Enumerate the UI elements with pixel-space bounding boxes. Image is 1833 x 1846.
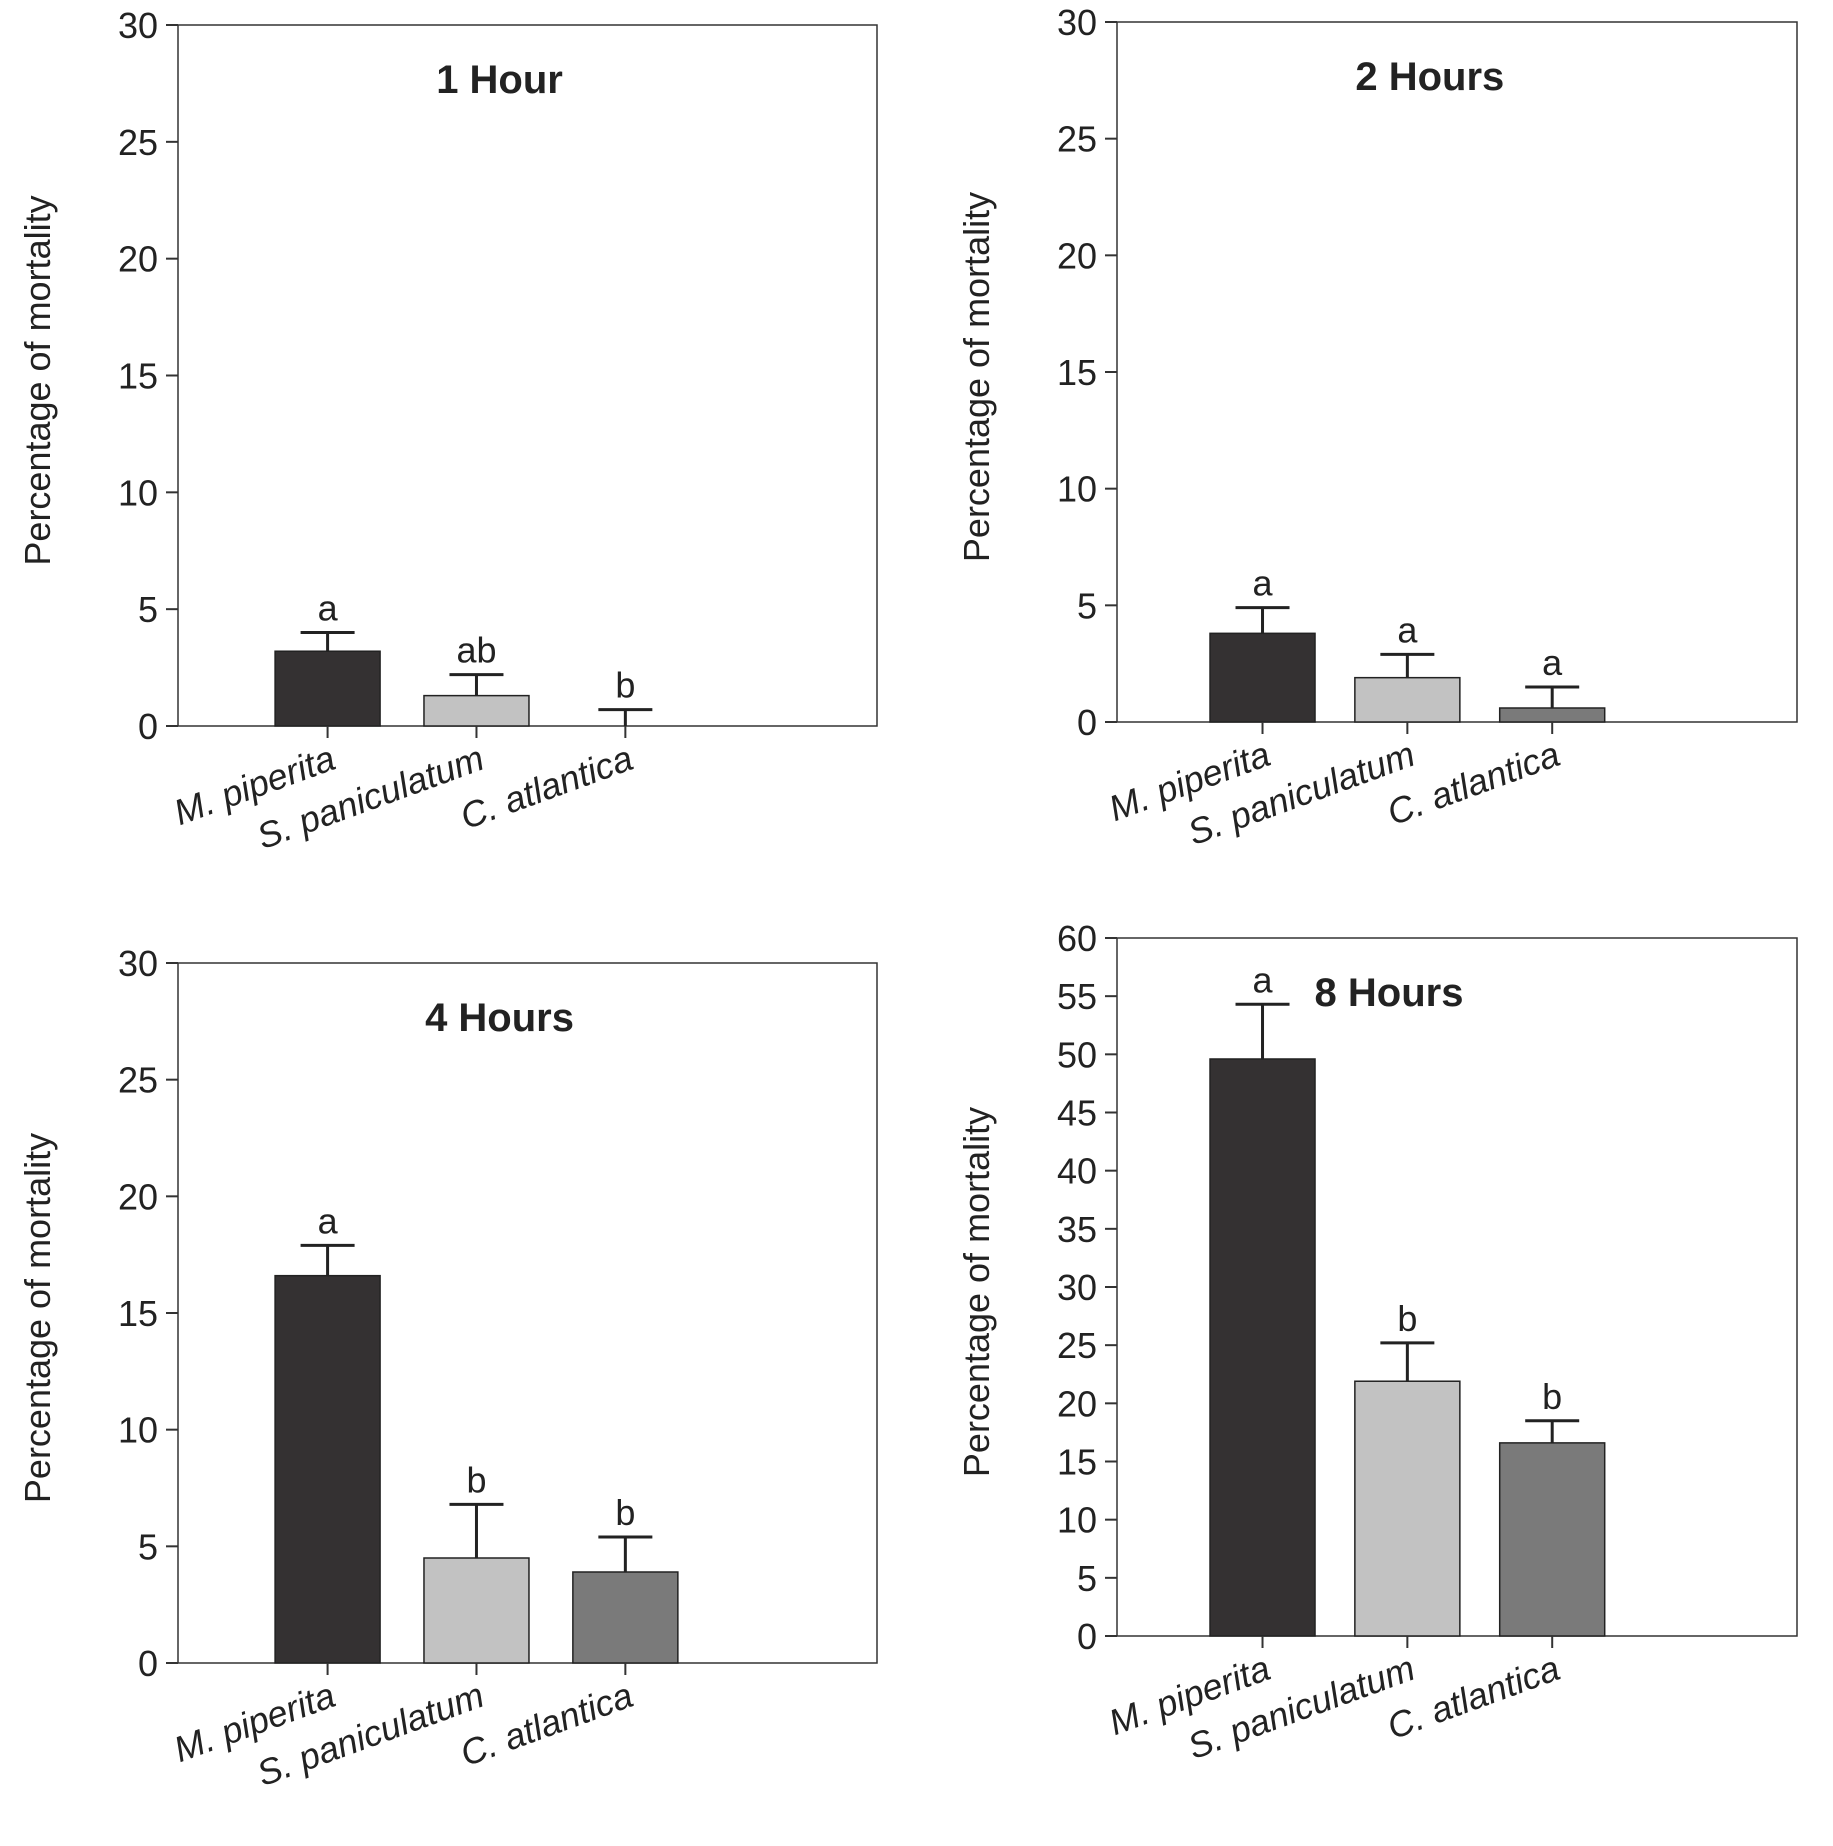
y-tick-label: 25 — [1057, 1325, 1097, 1366]
significance-label: b — [1397, 1298, 1417, 1339]
significance-label: a — [1542, 642, 1563, 683]
bar — [1209, 632, 1316, 723]
x-category-label: C. atlantica — [455, 737, 638, 837]
y-tick-label: 0 — [138, 706, 158, 747]
chart-title: 1 Hour — [436, 58, 563, 102]
significance-label: b — [466, 1459, 486, 1500]
bar — [1498, 1442, 1606, 1637]
bar — [274, 1274, 381, 1664]
y-tick-label: 30 — [118, 5, 158, 46]
significance-label: b — [615, 1492, 635, 1533]
y-tick-label: 40 — [1057, 1151, 1097, 1192]
y-tick-label: 0 — [1077, 1616, 1097, 1657]
y-tick-label: 30 — [118, 943, 158, 984]
y-tick-label: 25 — [1057, 119, 1097, 160]
significance-label: a — [1397, 609, 1418, 650]
y-tick-label: 5 — [138, 589, 158, 630]
significance-label: a — [1253, 959, 1274, 1000]
y-axis-label: Percentage of mortality — [17, 195, 58, 565]
y-tick-label: 15 — [1057, 1442, 1097, 1483]
chart-panel-1: 0 5 10 15 20 25 30 Percentage of mortality 1 Hou… — [17, 5, 878, 857]
chart-title: 8 Hours — [1315, 971, 1464, 1015]
y-tick-label: 15 — [118, 1293, 158, 1334]
bar — [1354, 676, 1461, 723]
y-tick-label: 60 — [1057, 918, 1097, 959]
y-tick-label: 20 — [118, 1176, 158, 1217]
bar — [572, 1571, 679, 1664]
y-tick-label: 5 — [1077, 585, 1097, 626]
y-tick-label: 35 — [1057, 1209, 1097, 1250]
y-axis-label: Percentage of mortality — [956, 192, 997, 562]
bar — [423, 1557, 530, 1664]
significance-label: b — [615, 665, 635, 706]
significance-label: b — [1542, 1376, 1562, 1417]
plot-frame — [1116, 21, 1798, 723]
plot-frame — [177, 24, 878, 727]
chart-panel-4: 0 5 10 15 20 25 30 35 40 45 50 55 60 Percentage of mo… — [956, 918, 1798, 1767]
y-tick-label: 55 — [1057, 976, 1097, 1017]
bar — [423, 694, 530, 727]
bar — [1209, 1058, 1316, 1637]
bar — [1354, 1380, 1461, 1637]
y-tick-label: 20 — [1057, 1383, 1097, 1424]
y-tick-label: 20 — [118, 239, 158, 280]
y-tick-label: 10 — [1057, 1500, 1097, 1541]
significance-label: ab — [456, 630, 496, 671]
y-tick-label: 25 — [118, 1060, 158, 1101]
y-tick-label: 0 — [138, 1643, 158, 1684]
bar — [1498, 707, 1606, 723]
y-tick-label: 0 — [1077, 702, 1097, 743]
y-tick-label: 50 — [1057, 1034, 1097, 1075]
y-tick-label: 25 — [118, 122, 158, 163]
y-tick-label: 30 — [1057, 2, 1097, 43]
significance-label: a — [1253, 563, 1274, 604]
y-axis-label: Percentage of mortality — [956, 1107, 997, 1477]
y-tick-label: 10 — [118, 472, 158, 513]
chart-panel-2: 0 5 10 15 20 25 30 Percentage of mortality 2 Hou… — [956, 2, 1798, 853]
y-tick-label: 45 — [1057, 1093, 1097, 1134]
significance-label: a — [318, 588, 339, 629]
bar — [274, 650, 381, 727]
significance-label: a — [318, 1200, 339, 1241]
y-tick-label: 30 — [1057, 1267, 1097, 1308]
chart-panel-3: 0 5 10 15 20 25 30 Percentage of mortality 4 Hou… — [17, 943, 878, 1794]
chart-title: 2 Hours — [1355, 55, 1504, 99]
y-axis-label: Percentage of mortality — [17, 1133, 58, 1503]
x-category-label: C. atlantica — [455, 1674, 638, 1774]
y-tick-label: 15 — [118, 356, 158, 397]
y-tick-label: 5 — [138, 1526, 158, 1567]
y-tick-label: 20 — [1057, 235, 1097, 276]
y-tick-label: 15 — [1057, 352, 1097, 393]
y-tick-label: 5 — [1077, 1558, 1097, 1599]
y-tick-label: 10 — [118, 1410, 158, 1451]
y-tick-label: 10 — [1057, 469, 1097, 510]
chart-title: 4 Hours — [425, 996, 574, 1040]
